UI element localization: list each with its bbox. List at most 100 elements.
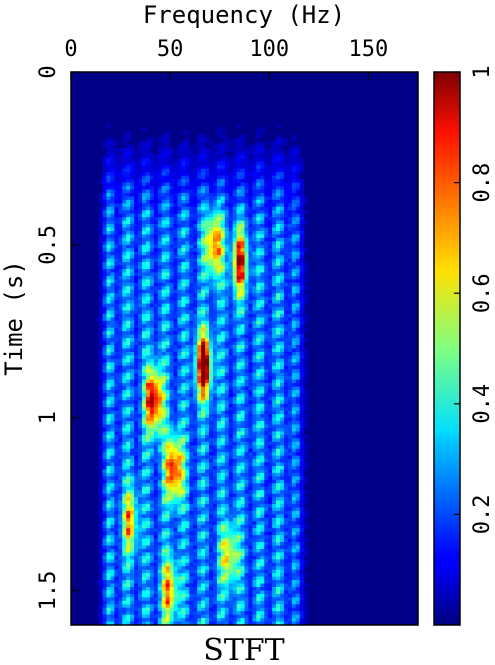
- heatmap-cell: [134, 227, 139, 232]
- heatmap-cell: [169, 466, 175, 471]
- heatmap-cell: [205, 262, 210, 267]
- heatmap-cell: [252, 148, 257, 153]
- heatmap-cell: [201, 165, 206, 170]
- heatmap-cell: [299, 396, 305, 401]
- heatmap-cell: [276, 255, 281, 260]
- heatmap-cell: [264, 355, 269, 360]
- heatmap-cell: [130, 455, 135, 460]
- heatmap-cell: [268, 341, 273, 346]
- heatmap-cell: [153, 414, 159, 419]
- heatmap-cell: [138, 279, 143, 284]
- heatmap-cell: [272, 165, 277, 170]
- heatmap-cell: [201, 199, 206, 204]
- heatmap-cell: [272, 462, 277, 467]
- heatmap-cell: [216, 396, 222, 401]
- heatmap-cell: [279, 414, 285, 419]
- heatmap-cell: [138, 459, 143, 464]
- heatmap-cell: [260, 237, 265, 242]
- heatmap-cell: [228, 393, 234, 398]
- heatmap-cell: [283, 210, 289, 215]
- heatmap-cell: [157, 251, 163, 256]
- heatmap-cell: [138, 389, 143, 395]
- heatmap-cell: [185, 334, 190, 339]
- heatmap-cell: [161, 210, 167, 215]
- heatmap-cell: [248, 172, 253, 177]
- heatmap-cell: [177, 410, 183, 415]
- heatmap-cell: [287, 210, 293, 215]
- heatmap-cell: [106, 251, 112, 256]
- heatmap-cell: [209, 327, 214, 332]
- heatmap-cell: [224, 172, 230, 177]
- heatmap-cell: [295, 199, 301, 204]
- heatmap-cell: [279, 300, 285, 305]
- heatmap-cell: [173, 213, 179, 218]
- heatmap-cell: [149, 258, 155, 263]
- heatmap-cell: [189, 269, 194, 274]
- heatmap-cell: [98, 427, 104, 433]
- heatmap-cell: [157, 434, 163, 439]
- heatmap-cell: [299, 262, 305, 267]
- heatmap-cell: [161, 358, 167, 363]
- heatmap-cell: [102, 386, 108, 391]
- heatmap-cell: [145, 269, 151, 274]
- heatmap-cell: [232, 144, 238, 149]
- heatmap-cell: [106, 389, 112, 395]
- heatmap-cell: [216, 255, 222, 260]
- heatmap-cell: [272, 248, 277, 253]
- heatmap-cell: [110, 448, 115, 453]
- heatmap-cell: [122, 383, 127, 388]
- heatmap-cell: [141, 192, 147, 198]
- heatmap-cell: [220, 389, 226, 395]
- heatmap-cell: [106, 410, 112, 415]
- heatmap-cell: [216, 410, 222, 415]
- heatmap-cell: [201, 427, 206, 433]
- heatmap-cell: [165, 365, 171, 370]
- heatmap-cell: [287, 307, 293, 312]
- heatmap-cell: [201, 168, 206, 173]
- heatmap-cell: [118, 230, 123, 236]
- heatmap-cell: [279, 230, 285, 236]
- heatmap-cell: [240, 334, 246, 339]
- heatmap-cell: [197, 227, 202, 232]
- heatmap-cell: [295, 407, 301, 412]
- heatmap-cell: [299, 379, 305, 384]
- heatmap-cell: [268, 441, 273, 446]
- heatmap-cell: [228, 269, 234, 274]
- heatmap-cell: [149, 469, 155, 474]
- heatmap-cell: [141, 462, 147, 467]
- heatmap-cell: [165, 141, 171, 146]
- heatmap-cell: [279, 293, 285, 298]
- heatmap-cell: [177, 376, 183, 381]
- heatmap-cell: [197, 438, 202, 443]
- heatmap-cell: [157, 400, 163, 405]
- heatmap-cell: [232, 224, 238, 229]
- heatmap-cell: [295, 179, 301, 184]
- heatmap-cell: [157, 237, 163, 242]
- heatmap-cell: [118, 414, 123, 419]
- heatmap-cell: [177, 414, 183, 419]
- heatmap-cell: [189, 351, 194, 357]
- heatmap-cell: [106, 161, 112, 166]
- heatmap-cell: [252, 186, 257, 191]
- heatmap-cell: [157, 213, 163, 218]
- heatmap-cell: [287, 383, 293, 388]
- heatmap-cell: [283, 358, 289, 363]
- heatmap-cell: [216, 438, 222, 443]
- heatmap-cell: [106, 396, 112, 401]
- heatmap-cell: [299, 317, 305, 322]
- heatmap-cell: [299, 251, 305, 256]
- heatmap-cell: [205, 286, 210, 291]
- heatmap-cell: [256, 289, 261, 294]
- heatmap-cell: [283, 317, 289, 322]
- heatmap-cell: [181, 341, 186, 346]
- heatmap-cell: [276, 282, 281, 287]
- heatmap-cell: [252, 272, 257, 277]
- heatmap-cell: [220, 379, 226, 384]
- heatmap-cell: [138, 258, 143, 263]
- heatmap-cell: [264, 269, 269, 274]
- heatmap-cell: [264, 417, 269, 422]
- heatmap-cell: [157, 334, 163, 339]
- heatmap-cell: [264, 393, 269, 398]
- heatmap-cell: [268, 310, 273, 315]
- heatmap-cell: [252, 313, 257, 318]
